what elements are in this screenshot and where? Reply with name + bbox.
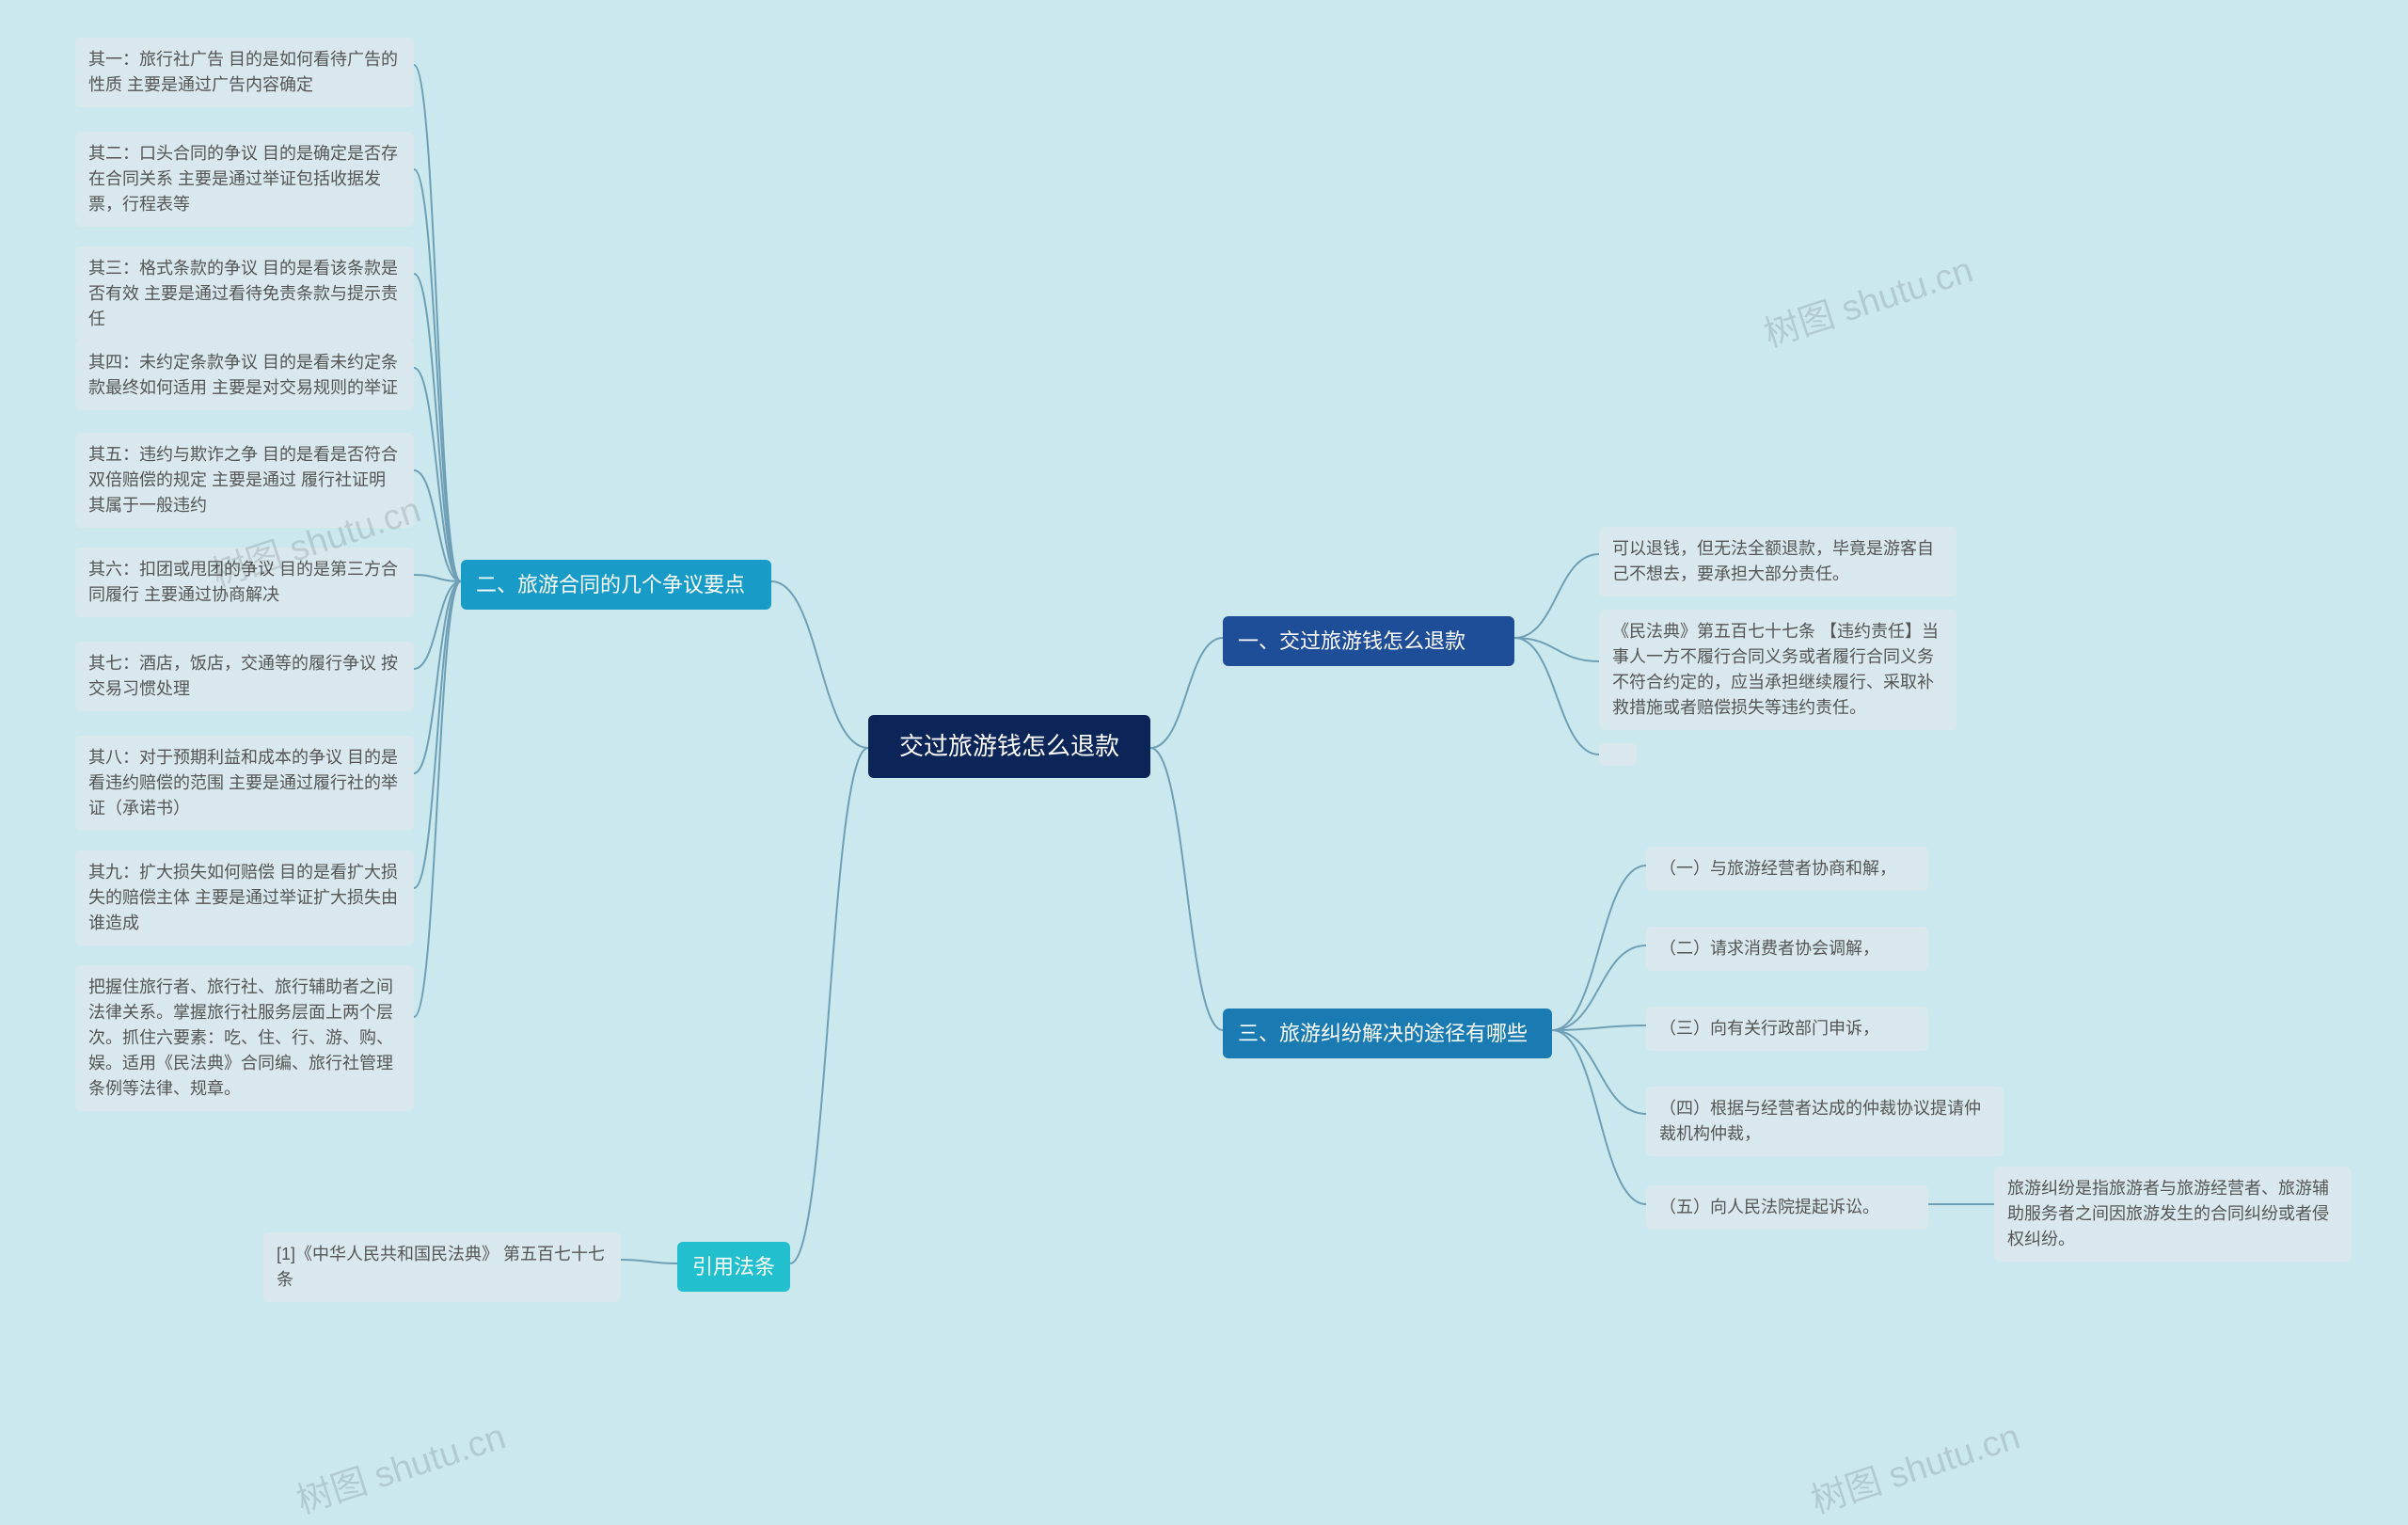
b2-leaf-0: 其一：旅行社广告 目的是如何看待广告的性质 主要是通过广告内容确定 xyxy=(75,38,414,107)
b1-leaf-0: 可以退钱，但无法全额退款，毕竟是游客自己不想去，要承担大部分责任。 xyxy=(1599,527,1956,596)
watermark: 树图 shutu.cn xyxy=(1803,1407,2025,1523)
branch-4: 引用法条 xyxy=(677,1242,790,1292)
b2-leaf-4: 其五：违约与欺诈之争 目的是看是否符合双倍赔偿的规定 主要是通过 履行社证明其属… xyxy=(75,433,414,528)
mindmap-canvas: 交过旅游钱怎么退款 一、交过旅游钱怎么退款 可以退钱，但无法全额退款，毕竟是游客… xyxy=(0,0,2408,1525)
b2-leaf-9: 把握住旅行者、旅行社、旅行辅助者之间法律关系。掌握旅行社服务层面上两个层次。抓住… xyxy=(75,965,414,1111)
watermark: 树图 shutu.cn xyxy=(1756,241,1978,357)
b3-leaf-2: （三）向有关行政部门申诉， xyxy=(1646,1007,1928,1051)
b4-leaf-0: [1]《中华人民共和国民法典》 第五百七十七条 xyxy=(263,1232,621,1302)
branch-3: 三、旅游纠纷解决的途径有哪些 xyxy=(1223,1009,1552,1058)
b2-leaf-5: 其六：扣团或甩团的争议 目的是第三方合同履行 主要通过协商解决 xyxy=(75,548,414,617)
b2-leaf-7: 其八：对于预期利益和成本的争议 目的是看违约赔偿的范围 主要是通过履行社的举证（… xyxy=(75,736,414,831)
b2-leaf-1: 其二：口头合同的争议 目的是确定是否存在合同关系 主要是通过举证包括收据发票，行… xyxy=(75,132,414,227)
b1-leaf-1: 《民法典》第五百七十七条 【违约责任】当事人一方不履行合同义务或者履行合同义务不… xyxy=(1599,610,1956,730)
watermark: 树图 shutu.cn xyxy=(289,1407,511,1523)
b2-leaf-2: 其三：格式条款的争议 目的是看该条款是否有效 主要是通过看待免责条款与提示责任 xyxy=(75,246,414,342)
b2-leaf-3: 其四：未约定条款争议 目的是看未约定条款最终如何适用 主要是对交易规则的举证 xyxy=(75,341,414,410)
branch-1: 一、交过旅游钱怎么退款 xyxy=(1223,616,1514,666)
b3-leaf-1: （二）请求消费者协会调解， xyxy=(1646,927,1928,971)
b1-leaf-2 xyxy=(1599,743,1637,766)
b3-leaf-4-sub: 旅游纠纷是指旅游者与旅游经营者、旅游辅助服务者之间因旅游发生的合同纠纷或者侵权纠… xyxy=(1994,1167,2352,1262)
b2-leaf-8: 其九：扩大损失如何赔偿 目的是看扩大损失的赔偿主体 主要是通过举证扩大损失由谁造… xyxy=(75,850,414,945)
b3-leaf-4: （五）向人民法院提起诉讼。 xyxy=(1646,1185,1928,1230)
root-node: 交过旅游钱怎么退款 xyxy=(868,715,1150,778)
b2-leaf-6: 其七：酒店，饭店，交通等的履行争议 按交易习惯处理 xyxy=(75,642,414,711)
b3-leaf-0: （一）与旅游经营者协商和解， xyxy=(1646,847,1928,891)
branch-2: 二、旅游合同的几个争议要点 xyxy=(461,560,771,610)
b3-leaf-3: （四）根据与经营者达成的仲裁协议提请仲裁机构仲裁， xyxy=(1646,1087,2004,1156)
